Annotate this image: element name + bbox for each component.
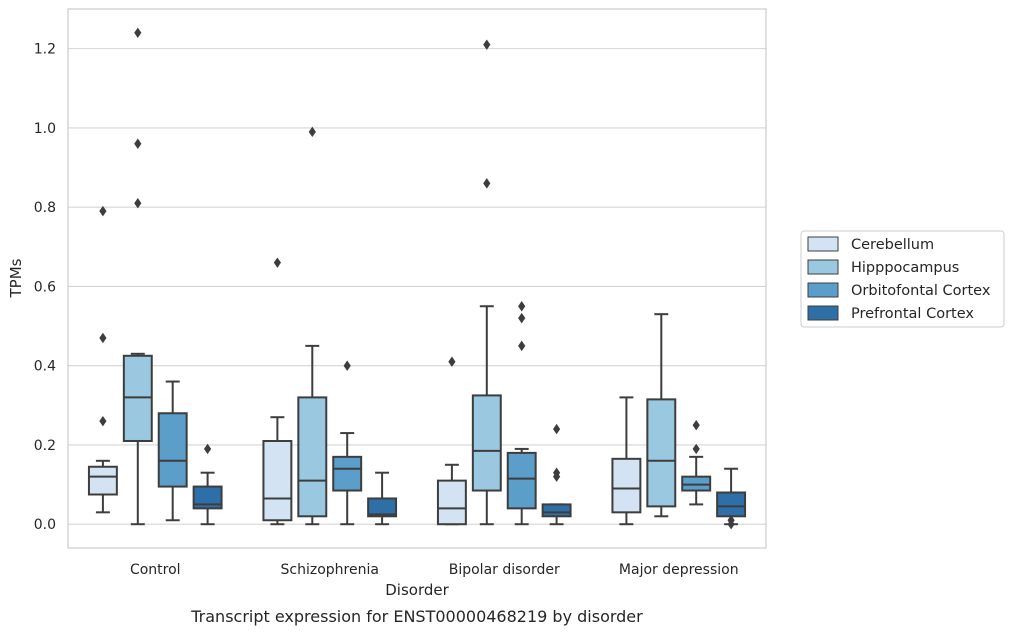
outlier-point xyxy=(553,467,561,478)
legend-swatch xyxy=(807,305,839,321)
legend-label: Cerebellum xyxy=(851,237,934,253)
box-iqr xyxy=(87,465,118,496)
box-iqr xyxy=(367,497,398,518)
box-hipppocampus xyxy=(297,126,328,526)
box-prefrontal-cortex xyxy=(192,443,223,526)
box-iqr xyxy=(471,394,502,492)
box-iqr xyxy=(541,503,572,518)
x-tick-label: Major depression xyxy=(619,562,739,578)
legend-item: Cerebellum xyxy=(807,236,934,253)
y-tick-label: 0.8 xyxy=(34,200,56,216)
legend-label: Prefrontal Cortex xyxy=(851,306,974,322)
legend-item: Prefrontal Cortex xyxy=(807,305,974,322)
chart-caption: Transcript expression for ENST0000046821… xyxy=(190,607,643,626)
outlier-point xyxy=(692,443,700,455)
y-tick-label: 0.2 xyxy=(34,438,56,454)
box-iqr xyxy=(436,479,467,526)
legend-swatch xyxy=(807,259,839,275)
legend-swatch xyxy=(807,282,839,298)
outlier-point xyxy=(99,205,107,217)
box-iqr xyxy=(192,485,223,510)
box-iqr xyxy=(646,398,677,508)
box-iqr xyxy=(262,439,293,522)
outlier-point xyxy=(99,332,107,344)
boxes xyxy=(87,27,747,530)
outlier-point xyxy=(692,419,700,431)
outlier-point xyxy=(134,138,142,149)
y-tick-label: 1.0 xyxy=(34,121,56,137)
legend: Cerebellum Hipppocampus Orbitofontal Corte… xyxy=(800,230,1005,328)
outlier-point xyxy=(134,27,142,38)
box-orbitofontal-cortex xyxy=(681,419,712,506)
outlier-point xyxy=(204,443,212,455)
outlier-point xyxy=(308,126,316,138)
legend-item: Hipppocampus xyxy=(807,259,959,276)
x-tick-label: Bipolar disorder xyxy=(449,562,560,578)
box-iqr xyxy=(332,455,363,492)
box-cerebellum xyxy=(87,205,118,514)
legend-label: Orbitofontal Cortex xyxy=(851,283,991,299)
plot-area-frame xyxy=(67,8,767,549)
x-tick-label: Control xyxy=(130,562,181,578)
box-orbitofontal-cortex xyxy=(157,380,188,522)
outlier-point xyxy=(727,515,735,526)
outlier-point xyxy=(343,360,351,371)
box-hipppocampus xyxy=(122,27,153,526)
outlier-point xyxy=(99,415,107,427)
box-cerebellum xyxy=(436,356,467,526)
y-tick-label: 0.4 xyxy=(34,359,56,375)
outlier-point xyxy=(273,257,281,268)
y-tick-label: 0.0 xyxy=(34,517,56,533)
y-tick-labels: 0.0 0.2 0.4 0.6 0.8 1.0 1.2 xyxy=(34,42,56,534)
box-cerebellum xyxy=(262,257,293,526)
outlier-point xyxy=(483,39,491,50)
outlier-point xyxy=(553,423,561,435)
box-prefrontal-cortex xyxy=(716,467,747,530)
x-tick-label: Schizophrenia xyxy=(281,562,379,578)
box-iqr xyxy=(611,457,642,514)
outlier-point xyxy=(518,312,526,324)
outlier-point xyxy=(134,197,142,209)
legend-item: Orbitofontal Cortex xyxy=(807,282,991,299)
box-cerebellum xyxy=(611,396,642,526)
box-iqr xyxy=(716,491,747,518)
legend-frame xyxy=(800,230,1005,328)
box-hipppocampus xyxy=(471,39,502,526)
outlier-point xyxy=(518,340,526,352)
outlier-point xyxy=(518,301,526,312)
box-prefrontal-cortex xyxy=(541,423,572,526)
outlier-point xyxy=(448,356,456,367)
y-axis-label: TPMs xyxy=(7,258,25,298)
y-tick-label: 1.2 xyxy=(34,42,56,58)
y-tick-label: 0.6 xyxy=(34,279,56,295)
box-hipppocampus xyxy=(646,313,677,518)
box-prefrontal-cortex xyxy=(367,471,398,526)
box-iqr xyxy=(506,451,537,510)
box-iqr xyxy=(157,412,188,488)
x-axis-label: Disorder xyxy=(385,581,449,599)
box-iqr xyxy=(297,396,328,518)
x-tick-labels: Control Schizophrenia Bipolar disorder Majo… xyxy=(130,562,739,578)
outlier-point xyxy=(483,178,491,189)
box-orbitofontal-cortex xyxy=(506,301,537,526)
legend-swatch xyxy=(807,236,839,252)
legend-label: Hipppocampus xyxy=(851,260,959,276)
box-orbitofontal-cortex xyxy=(332,360,363,526)
